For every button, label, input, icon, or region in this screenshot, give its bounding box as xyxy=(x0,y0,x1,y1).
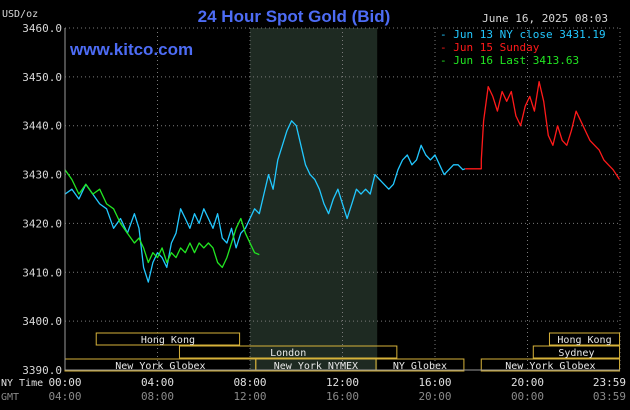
session-box xyxy=(375,358,465,372)
x-tick-label: 12:00 xyxy=(326,376,359,389)
series-line-2 xyxy=(465,81,621,180)
y-tick-label: 3390.0 xyxy=(22,364,62,377)
y-tick-label: 3430.0 xyxy=(22,169,62,182)
legend: - Jun 13 NY close 3431.19- Jun 15 Sunday… xyxy=(440,28,606,67)
x-tick-label: 04:00 xyxy=(48,390,81,403)
x-tick-label: 20:00 xyxy=(511,376,544,389)
x-axis-row-name: NY Time xyxy=(1,378,43,389)
session-label: London xyxy=(270,348,306,359)
session-box xyxy=(548,332,621,346)
y-tick-label: 3440.0 xyxy=(22,120,62,133)
axis-layer: 3460.0 3450.0 3440.0 3430.0 3420.0 3410.0 3400… xyxy=(1,22,626,403)
x-tick-label: 04:00 xyxy=(141,376,174,389)
x-tick-label: 16:00 xyxy=(326,390,359,403)
x-axis-row-name: GMT xyxy=(1,392,19,403)
x-tick-label: 20:00 xyxy=(418,390,451,403)
y-tick-label: 3450.0 xyxy=(22,71,62,84)
date-stamp: June 16, 2025 08:03 xyxy=(482,12,608,25)
y-unit-label: USD/oz xyxy=(2,9,38,20)
session-label: New York NYMEX xyxy=(274,361,358,372)
series-line-1 xyxy=(64,120,466,283)
session-label: New York Globex xyxy=(115,361,205,372)
y-tick-label: 3410.0 xyxy=(22,266,62,279)
x-tick-label: 16:00 xyxy=(418,376,451,389)
session-box xyxy=(532,345,621,359)
highlight-band-layer xyxy=(250,28,378,370)
session-label: NY Globex xyxy=(393,361,447,372)
nymex-session-band xyxy=(250,28,378,370)
session-box xyxy=(95,332,241,346)
session-label: Sydney xyxy=(558,348,594,359)
legend-entry: - Jun 16 Last 3413.63 xyxy=(440,54,579,67)
x-tick-label: 00:00 xyxy=(48,376,81,389)
chart-title: 24 Hour Spot Gold (Bid) xyxy=(198,7,391,26)
y-tick-label: 3460.0 xyxy=(22,22,62,35)
legend-entry: - Jun 13 NY close 3431.19 xyxy=(440,28,606,41)
x-tick-label: 12:00 xyxy=(233,390,266,403)
session-box xyxy=(480,358,621,372)
session-label: Hong Kong xyxy=(141,335,195,346)
x-tick-label: 08:00 xyxy=(141,390,174,403)
session-label: Hong Kong xyxy=(557,335,611,346)
source-watermark: www.kitco.com xyxy=(69,40,193,59)
session-label: New York Globex xyxy=(505,361,595,372)
x-tick-label: 00:00 xyxy=(511,390,544,403)
series-line-3 xyxy=(64,169,260,269)
x-tick-label: 23:59 xyxy=(593,376,626,389)
session-layer: Hong Kong London New York Globex New York N… xyxy=(64,332,621,372)
session-box xyxy=(178,345,398,359)
x-tick-label: 08:00 xyxy=(233,376,266,389)
y-tick-label: 3420.0 xyxy=(22,217,62,230)
series-layer xyxy=(64,81,621,283)
y-tick-label: 3400.0 xyxy=(22,315,62,328)
x-tick-label: 03:59 xyxy=(593,390,626,403)
legend-entry: - Jun 15 Sunday xyxy=(440,41,540,54)
